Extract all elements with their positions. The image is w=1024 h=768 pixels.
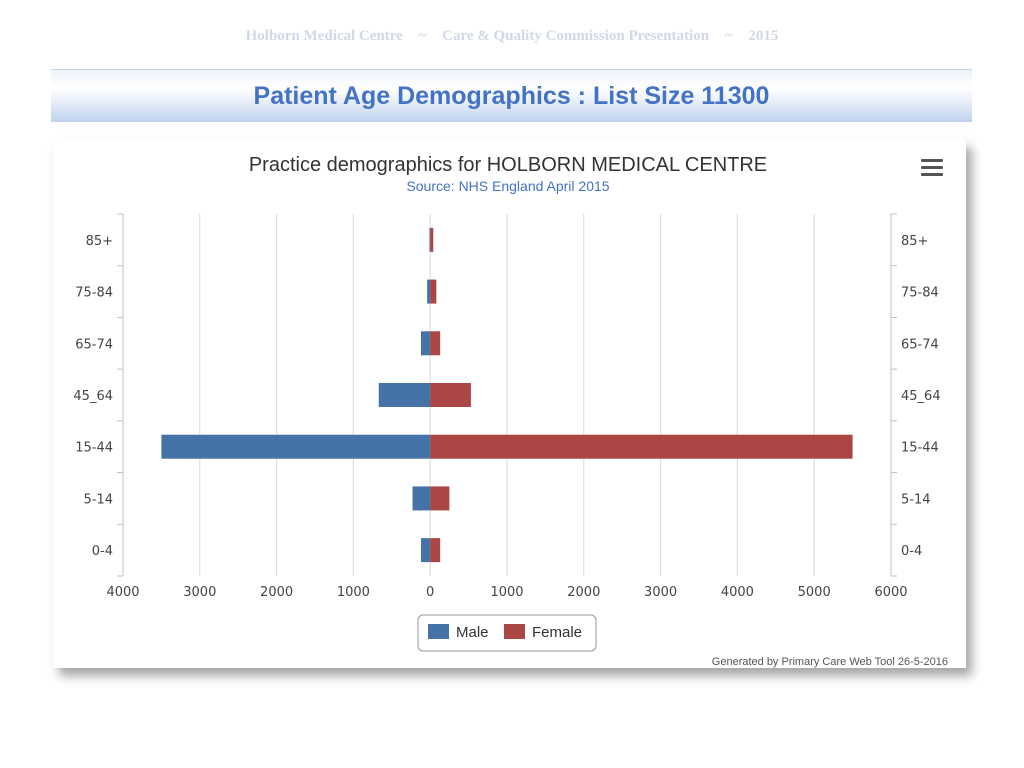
header-event: Care & Quality Commission Presentation bbox=[442, 28, 710, 44]
x-tick-label: 5000 bbox=[798, 585, 831, 600]
x-tick-label: 6000 bbox=[874, 585, 907, 600]
legend: Male Female bbox=[417, 614, 597, 652]
bar-male[interactable] bbox=[420, 538, 431, 563]
category-label-right: 45_64 bbox=[901, 389, 941, 404]
category-label-right: 75-84 bbox=[901, 286, 939, 301]
bar-male[interactable] bbox=[161, 434, 431, 459]
legend-swatch-male bbox=[428, 624, 449, 639]
x-tick-label: 3000 bbox=[183, 585, 216, 600]
chart-credit: Generated by Primary Care Web Tool 26-5-… bbox=[712, 656, 948, 668]
chart-title: Practice demographics for HOLBORN MEDICA… bbox=[249, 154, 767, 176]
x-tick-label: 1000 bbox=[490, 585, 523, 600]
header-separator: ~ bbox=[724, 28, 733, 44]
category-label-left: 45_64 bbox=[73, 389, 113, 404]
header-year: 2015 bbox=[748, 28, 779, 44]
category-label-left: 15-44 bbox=[75, 441, 113, 456]
header-org: Holborn Medical Centre bbox=[245, 28, 403, 44]
x-tick-label: 1000 bbox=[337, 585, 370, 600]
bar-female[interactable] bbox=[430, 434, 853, 459]
legend-item-female[interactable]: Female bbox=[504, 624, 582, 641]
header-separator: ~ bbox=[418, 28, 427, 44]
category-label-left: 85+ bbox=[86, 234, 113, 249]
chart-subtitle: Source: NHS England April 2015 bbox=[406, 178, 609, 194]
legend-label-female: Female bbox=[532, 624, 582, 641]
x-tick-label: 4000 bbox=[721, 585, 754, 600]
x-tick-label: 0 bbox=[426, 585, 434, 600]
legend-item-male[interactable]: Male bbox=[428, 624, 489, 641]
bar-female[interactable] bbox=[430, 486, 450, 511]
bar-female[interactable] bbox=[430, 331, 441, 356]
category-label-left: 75-84 bbox=[75, 286, 113, 301]
category-label-left: 65-74 bbox=[75, 337, 113, 352]
bar-female[interactable] bbox=[430, 279, 437, 304]
demographics-chart: Practice demographics for HOLBORN MEDICA… bbox=[73, 154, 948, 668]
bar-male[interactable] bbox=[412, 486, 431, 511]
bar-male[interactable] bbox=[420, 331, 431, 356]
bar-female[interactable] bbox=[430, 383, 471, 407]
category-label-left: 5-14 bbox=[83, 492, 113, 507]
bar-male[interactable] bbox=[378, 383, 431, 407]
bar-male[interactable] bbox=[429, 227, 431, 252]
bar-female[interactable] bbox=[430, 227, 434, 252]
slide-title-bar: Patient Age Demographics : List Size 113… bbox=[51, 69, 972, 122]
legend-label-male: Male bbox=[456, 624, 489, 641]
category-label-right: 15-44 bbox=[901, 441, 939, 456]
category-label-right: 65-74 bbox=[901, 337, 939, 352]
x-tick-label: 2000 bbox=[567, 585, 600, 600]
x-tick-label: 3000 bbox=[644, 585, 677, 600]
category-label-right: 0-4 bbox=[901, 544, 922, 559]
bar-female[interactable] bbox=[430, 538, 441, 563]
x-tick-label: 4000 bbox=[106, 585, 139, 600]
category-label-left: 0-4 bbox=[92, 544, 113, 559]
chart-card: Practice demographics for HOLBORN MEDICA… bbox=[53, 139, 966, 668]
slide-title: Patient Age Demographics : List Size 113… bbox=[253, 82, 770, 110]
legend-swatch-female bbox=[504, 624, 525, 639]
x-tick-label: 2000 bbox=[260, 585, 293, 600]
presentation-header: Holborn Medical Centre ~ Care & Quality … bbox=[0, 28, 1024, 45]
menu-icon[interactable] bbox=[921, 159, 943, 176]
category-label-right: 85+ bbox=[901, 234, 928, 249]
bar-male[interactable] bbox=[427, 279, 431, 304]
category-label-right: 5-14 bbox=[901, 492, 931, 507]
